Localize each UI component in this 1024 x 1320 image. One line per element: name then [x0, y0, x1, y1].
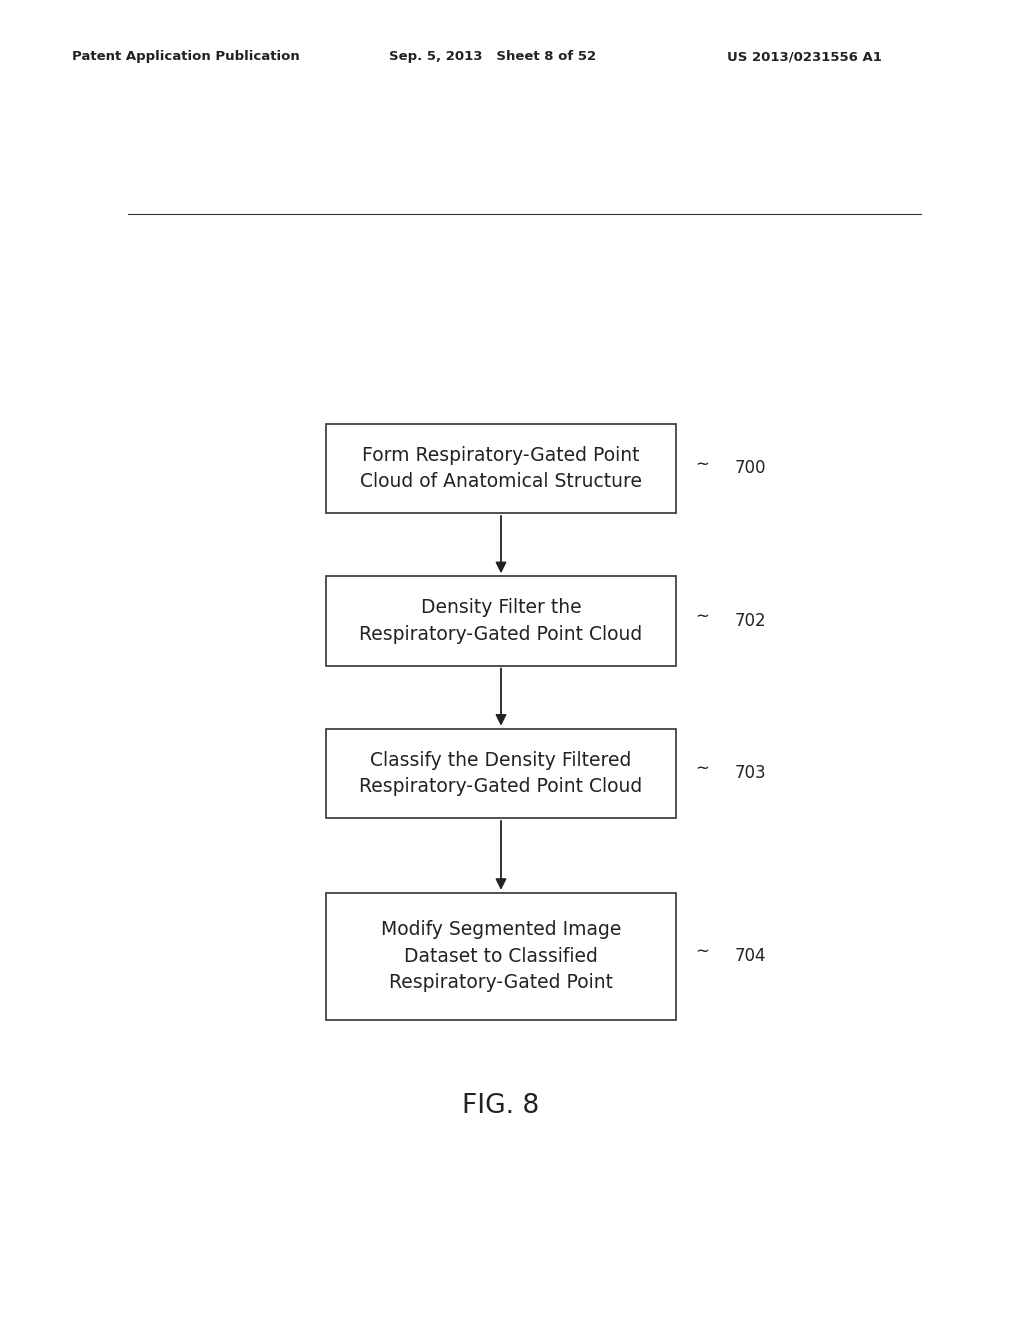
- Text: Classify the Density Filtered
Respiratory-Gated Point Cloud: Classify the Density Filtered Respirator…: [359, 751, 643, 796]
- FancyBboxPatch shape: [327, 729, 676, 818]
- Text: 700: 700: [735, 459, 767, 478]
- Text: 703: 703: [735, 764, 767, 783]
- Text: 702: 702: [735, 612, 767, 630]
- Text: Density Filter the
Respiratory-Gated Point Cloud: Density Filter the Respiratory-Gated Poi…: [359, 598, 643, 644]
- Text: ∼: ∼: [695, 607, 710, 624]
- Text: Form Respiratory-Gated Point
Cloud of Anatomical Structure: Form Respiratory-Gated Point Cloud of An…: [360, 446, 642, 491]
- Text: Sep. 5, 2013   Sheet 8 of 52: Sep. 5, 2013 Sheet 8 of 52: [389, 50, 596, 63]
- Text: FIG. 8: FIG. 8: [463, 1093, 540, 1118]
- FancyBboxPatch shape: [327, 576, 676, 665]
- FancyBboxPatch shape: [327, 892, 676, 1020]
- Text: ∼: ∼: [695, 942, 710, 960]
- FancyBboxPatch shape: [327, 424, 676, 513]
- Text: Modify Segmented Image
Dataset to Classified
Respiratory-Gated Point: Modify Segmented Image Dataset to Classi…: [381, 920, 622, 993]
- Text: 704: 704: [735, 948, 767, 965]
- Text: ∼: ∼: [695, 454, 710, 473]
- Text: Patent Application Publication: Patent Application Publication: [72, 50, 299, 63]
- Text: ∼: ∼: [695, 759, 710, 777]
- Text: US 2013/0231556 A1: US 2013/0231556 A1: [727, 50, 882, 63]
